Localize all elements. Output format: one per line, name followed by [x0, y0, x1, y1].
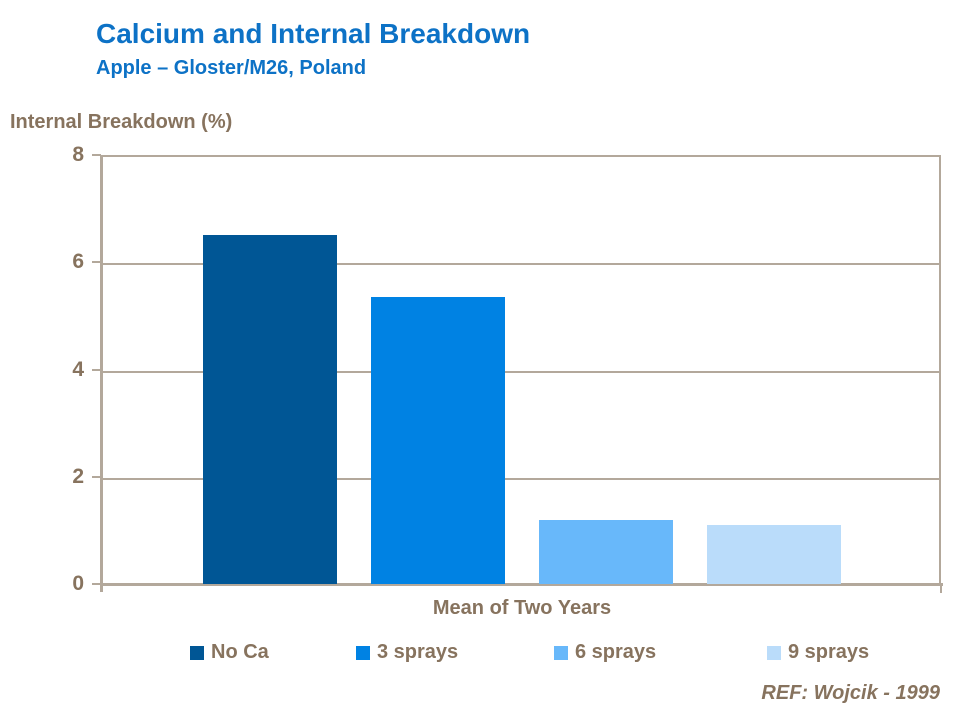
bar-3-sprays	[371, 297, 505, 584]
y-tick-mark-0	[92, 583, 101, 585]
y-tick-label-8: 8	[72, 143, 84, 166]
plot-area	[103, 155, 941, 584]
x-axis-baseline	[100, 583, 943, 586]
slide-title: Calcium and Internal Breakdown	[96, 18, 531, 49]
gridline-4	[103, 371, 939, 373]
bar-6-sprays	[539, 520, 673, 584]
y-tick-label-0: 0	[72, 572, 84, 595]
y-tick-label-2: 2	[72, 465, 84, 488]
legend-item-no-ca: No Ca	[190, 641, 269, 664]
y-tick-mark-2	[92, 476, 101, 478]
y-tick-mark-6	[92, 261, 101, 263]
legend-swatch-icon	[767, 645, 781, 660]
legend-swatch-icon	[554, 645, 568, 660]
legend-item-3-sprays: 3 sprays	[356, 641, 458, 664]
y-tick-label-6: 6	[72, 250, 84, 273]
legend-label: 3 sprays	[377, 641, 459, 663]
bar-no-ca	[203, 235, 337, 584]
y-axis-line	[100, 155, 103, 592]
legend-label: 6 sprays	[575, 641, 657, 663]
y-tick-mark-4	[92, 369, 101, 371]
gridline-6	[103, 263, 939, 265]
slide-subtitle: Apple – Gloster/M26, Poland	[96, 57, 367, 79]
legend-label: No Ca	[211, 641, 269, 663]
reference-text: REF: Wojcik - 1999	[761, 682, 940, 704]
gridline-2	[103, 478, 939, 480]
legend: No Ca 3 sprays 6 sprays 9 sprays	[0, 641, 960, 669]
legend-item-9-sprays: 9 sprays	[767, 641, 869, 664]
legend-swatch-icon	[356, 645, 370, 660]
x-axis-label: Mean of Two Years	[432, 597, 612, 619]
legend-label: 9 sprays	[788, 641, 870, 663]
y-tick-mark-8	[92, 154, 101, 156]
legend-item-6-sprays: 6 sprays	[554, 641, 656, 664]
legend-swatch-icon	[190, 645, 204, 660]
bar-9-sprays	[707, 525, 841, 584]
right-axis-tick	[940, 584, 942, 593]
y-tick-label-4: 4	[72, 358, 84, 381]
y-axis-title: Internal Breakdown (%)	[10, 111, 233, 133]
